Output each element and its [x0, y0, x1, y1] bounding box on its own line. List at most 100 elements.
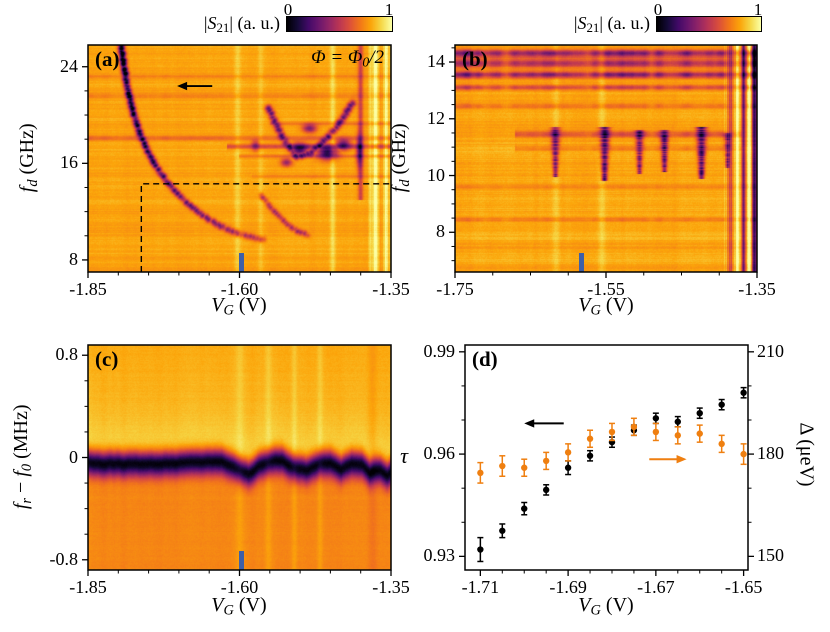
colorbar-a-label-sub: 21 [216, 20, 230, 36]
vg-symbol: V [578, 294, 591, 316]
vg-sub: G [590, 602, 601, 619]
vg-symbol: V [578, 594, 591, 616]
tick-label: -1.35 [372, 577, 410, 597]
tick-label: -1.75 [436, 279, 474, 299]
tick-label: 0.8 [55, 344, 79, 365]
panel-a-xlabel: VG (V) [139, 294, 339, 320]
tau-delta-scatter [477, 386, 747, 563]
tick-label: -1.85 [69, 279, 107, 299]
fr-minus: − [10, 476, 33, 498]
colorbar-b-label-bar: | [573, 13, 578, 33]
transparency-tau-point [674, 418, 681, 425]
gate-voltage-marker [578, 253, 584, 272]
colorbar-b-label-rest: | (a. u.) [599, 13, 650, 33]
transparency-tau-point [477, 546, 484, 553]
transparency-tau-point [499, 527, 506, 534]
transparency-tau-point [564, 464, 572, 471]
tick-label: 0.96 [423, 443, 456, 464]
gap-delta-point [740, 450, 747, 458]
gap-delta-point [542, 457, 550, 465]
tick-label: 150 [757, 545, 784, 566]
colorbar-a-label-rest: | (a. u.) [229, 13, 280, 33]
fr-sub: r [18, 497, 35, 504]
panel-c-xlabel: VG (V) [139, 594, 339, 620]
panel-a-heatmap: (a) Φ = Φ0/2 [82, 44, 392, 278]
resonator-shift-heatmap [88, 345, 391, 570]
tick-label: 8 [436, 221, 445, 242]
gap-delta-point [586, 435, 594, 442]
colorbar-b-gradient [656, 16, 762, 32]
gap-delta-point [630, 423, 638, 431]
transparency-tau-point [521, 505, 528, 512]
transparency-tau-point [652, 415, 660, 422]
gap-delta-point [696, 430, 703, 437]
fd-symbol: f [388, 186, 411, 193]
panel-c-heatmap: (c) [82, 344, 392, 576]
gate-voltage-marker [238, 551, 244, 570]
panel-d-scatter: (d) [459, 344, 754, 576]
gap-delta-point [608, 428, 616, 436]
tick-label: 0 [69, 446, 78, 467]
colorbar-a-label: |S21| (a. u.) [150, 13, 280, 36]
vg-unit: (V) [600, 294, 634, 316]
tick-label: 210 [757, 340, 784, 361]
tick-label: 24 [60, 55, 78, 76]
gap-delta-point [718, 440, 725, 448]
transparency-tau-point [586, 452, 594, 459]
panel-a-letter: (a) [95, 47, 120, 71]
tick-label: 0.93 [423, 545, 456, 566]
gap-delta-point [521, 464, 528, 471]
transparency-tau-point [718, 401, 725, 408]
transparency-tau-point [542, 486, 550, 494]
tick-label: -1.85 [69, 577, 107, 597]
s21-heatmap-b [455, 45, 757, 272]
flux-annotation-pre: Φ = Φ [311, 47, 363, 68]
panel-d-left-ylabel: τ [384, 443, 424, 469]
tick-label: -1.67 [637, 577, 675, 597]
vg-unit: (V) [233, 594, 267, 616]
colorbar-a-min: 0 [283, 0, 293, 19]
vg-sub: G [590, 302, 601, 319]
panel-b-letter: (b) [462, 47, 488, 71]
vg-sub: G [223, 602, 234, 619]
tick-label: -1.60 [220, 577, 259, 597]
colorbar-b-label-sub: 21 [586, 20, 600, 36]
vg-unit: (V) [600, 594, 634, 616]
panel-d-xlabel: VG (V) [506, 594, 706, 620]
gap-delta-point [477, 469, 484, 477]
fd-symbol: f [16, 186, 39, 193]
tick-label: 12 [427, 107, 445, 128]
tick-label: -1.71 [461, 577, 500, 597]
gap-delta-point [652, 428, 660, 436]
vg-unit: (V) [233, 294, 267, 316]
transparency-tau-point [740, 389, 747, 396]
tick-label: -1.65 [724, 577, 763, 597]
tick-label: 10 [427, 164, 445, 185]
panel-d-letter: (d) [472, 347, 498, 371]
tick-label: -1.55 [587, 279, 625, 299]
vg-sub: G [223, 302, 234, 319]
f0-symbol: f [10, 471, 33, 477]
gap-delta-point [564, 449, 572, 456]
colorbar-b-min: 0 [653, 0, 663, 19]
fr-symbol: f [10, 503, 33, 510]
tick-label: 16 [60, 152, 78, 173]
colorbar-a-max: 1 [384, 0, 394, 19]
transparency-tau-point [696, 409, 703, 417]
tau-symbol: τ [400, 443, 408, 468]
colorbar-b-label: |S21| (a. u.) [520, 13, 650, 36]
tick-label: 180 [757, 443, 784, 464]
gap-delta-point [674, 432, 681, 439]
panel-c-letter: (c) [95, 347, 119, 371]
colorbar-b-label-s: S [577, 13, 587, 33]
tick-label: 14 [427, 51, 445, 72]
tick-label: -1.69 [549, 577, 587, 597]
colorbar-a-label-bar: | [203, 13, 208, 33]
vg-symbol: V [211, 594, 224, 616]
colorbar-b-max: 1 [753, 0, 763, 19]
fd-sub: d [24, 179, 41, 187]
tick-label: 0.99 [423, 340, 456, 361]
flux-annotation: Φ = Φ0/2 [311, 47, 384, 70]
gate-voltage-marker [238, 253, 244, 272]
